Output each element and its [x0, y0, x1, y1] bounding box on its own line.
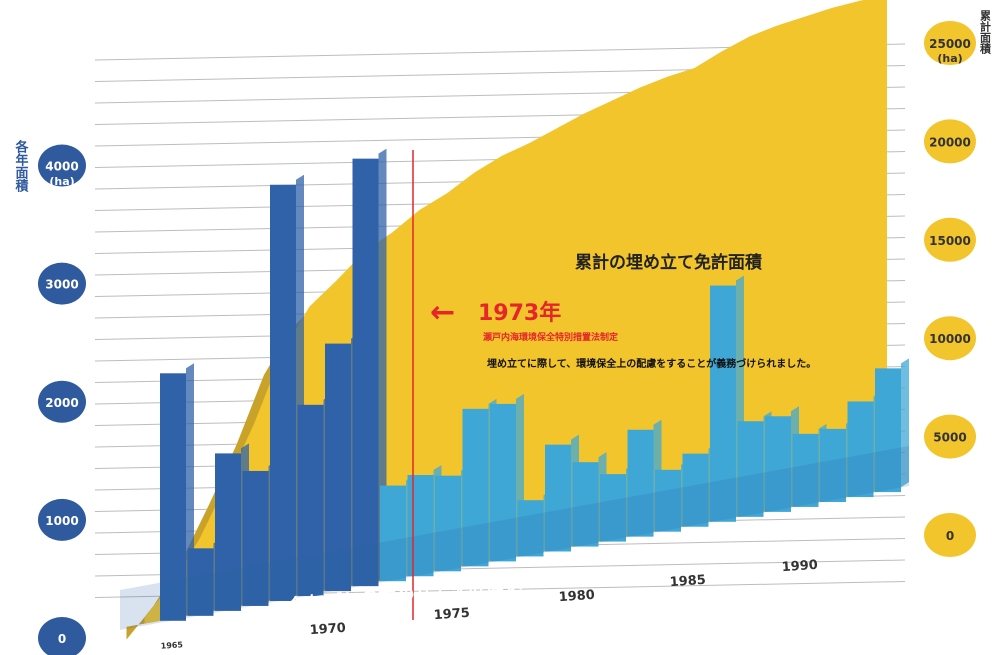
- x-tick-label: 1965: [160, 640, 183, 651]
- annual-bar: [160, 373, 186, 621]
- event-note-label: 埋め立てに際して、環境保全上の配慮をすることが義務づけられました。: [487, 357, 816, 370]
- left-tick-badge: [38, 380, 86, 423]
- x-tick-label: 1980: [558, 588, 595, 605]
- right-tick-label: 20000: [929, 135, 971, 149]
- right-tick-badge: [924, 119, 976, 164]
- base-strip: [120, 445, 909, 630]
- annual-bar: [297, 404, 324, 597]
- annual-bar: [517, 500, 544, 557]
- right-tick-label: 25000: [929, 37, 971, 51]
- right-unit-label: (ha): [937, 52, 962, 65]
- annual-bar-side: [378, 148, 387, 582]
- annual-bar: [380, 485, 406, 582]
- annual-bar: [792, 433, 819, 507]
- annual-bar-side: [901, 358, 909, 488]
- event-law-label: 瀬戸内海環境保全特別措置法制定: [483, 331, 619, 343]
- x-tick-label: 1990: [781, 558, 818, 575]
- x-tick-label: 1975: [433, 606, 470, 623]
- left-tick-label: 0: [58, 632, 66, 646]
- annual-bar: [572, 462, 599, 547]
- annual-bar: [765, 416, 791, 512]
- annual-bar: [270, 184, 296, 601]
- annual-bar: [737, 421, 764, 517]
- right-tick-badge: [924, 217, 976, 262]
- annual-bar: [187, 548, 214, 616]
- left-tick-badge: [38, 498, 86, 541]
- event-arrow: ←: [430, 295, 455, 330]
- annual-bar-layer: [120, 148, 909, 630]
- right-tick-label: 10000: [929, 332, 971, 346]
- right-tick-badge: [924, 21, 976, 65]
- event-year-label: 1973年: [478, 300, 561, 326]
- annual-bar: [325, 343, 351, 592]
- annual-bar: [710, 285, 736, 522]
- right-tick-label: 15000: [929, 234, 971, 248]
- annual-bar: [462, 408, 489, 567]
- annual-bar: [545, 444, 571, 552]
- x-tick-label: 1970: [309, 621, 346, 638]
- right-tick-label: 5000: [933, 431, 966, 445]
- annual-bar: [847, 401, 874, 498]
- annual-bar: [820, 428, 846, 502]
- left-tick-label: 1000: [45, 514, 78, 528]
- annual-bar: [682, 453, 709, 527]
- right-tick-badge: [924, 414, 976, 459]
- annual-bar: [407, 475, 434, 577]
- left-axis-label: 各年面積: [13, 139, 30, 193]
- annual-bar: [655, 469, 681, 532]
- annual-bar: [435, 475, 461, 572]
- x-tick-label: 1985: [669, 573, 706, 590]
- left-tick-badge: [38, 144, 86, 187]
- right-tick-badge: [924, 513, 976, 557]
- right-tick-label: 0: [946, 529, 954, 543]
- annual-bar: [242, 470, 269, 606]
- annual-bar: [215, 453, 241, 611]
- left-tick-label: 3000: [45, 278, 78, 292]
- right-tick-badge: [924, 316, 976, 361]
- left-tick-badge: [38, 262, 86, 305]
- right-axis-label: 累計面積: [979, 10, 993, 55]
- left-tick-label: 2000: [45, 396, 78, 410]
- left-unit-label: (ha): [49, 175, 74, 188]
- annual-bar: [875, 368, 901, 493]
- annual-bar: [490, 403, 516, 562]
- left-tick-badge: [38, 617, 86, 655]
- annual-bar: [352, 158, 379, 587]
- axes-layer: 01000200030004000(ha)各年面積050001000015000…: [13, 10, 993, 655]
- cumulative-series-label: 累計の埋め立て免許面積: [575, 252, 763, 273]
- annual-bar: [600, 474, 626, 542]
- annual-bar: [627, 429, 654, 537]
- left-tick-label: 4000: [45, 160, 78, 174]
